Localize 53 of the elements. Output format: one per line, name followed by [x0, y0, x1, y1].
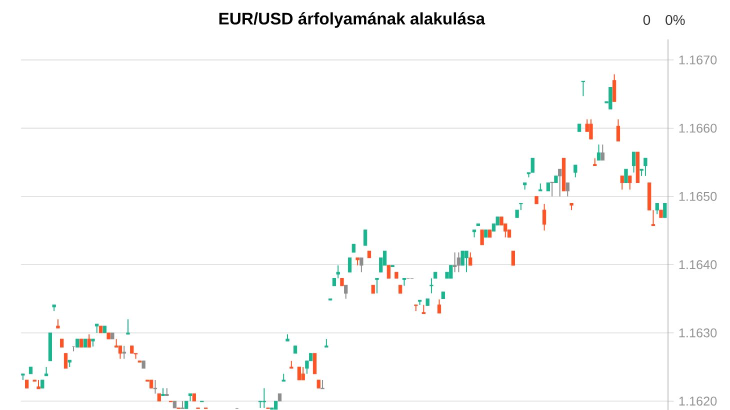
candlestick: [437, 298, 442, 314]
y-tick-label: 1.1650: [679, 192, 717, 201]
candlestick: [612, 74, 616, 102]
y-tick-label: 1.1620: [679, 396, 717, 406]
candlestick: [655, 202, 659, 215]
chart-title: EUR/USD árfolyamának alakulása: [219, 12, 486, 28]
candlestick: [301, 366, 305, 380]
candlestick: [608, 86, 612, 110]
candlestick: [624, 168, 628, 184]
candlestick: [430, 278, 434, 294]
candlestick: [632, 152, 636, 174]
candlestick: [320, 379, 324, 390]
candlestick: [348, 257, 352, 273]
candlestick: [558, 168, 562, 197]
candlestick: [126, 318, 130, 335]
candlestick: [364, 229, 368, 246]
candlestick: [511, 250, 515, 266]
candlestick: [297, 366, 302, 380]
candlestick: [542, 203, 546, 232]
candlestick: [452, 252, 457, 273]
candlestick: [456, 252, 461, 273]
y-tick-label: 1.1660: [679, 124, 717, 133]
candlestick: [644, 158, 648, 176]
candlestick: [312, 352, 317, 374]
candlestick: [449, 264, 453, 279]
candlestick: [574, 164, 578, 178]
candlestick: [375, 278, 379, 294]
text: 0%: [666, 15, 685, 25]
candlestick: [344, 284, 348, 300]
candlestick: [118, 345, 122, 360]
candlestick: [72, 346, 76, 352]
y-tick-label: 1.1670: [679, 55, 717, 64]
candlestick: [87, 334, 91, 348]
y-tick-label: 1.1640: [679, 260, 717, 270]
candlestick: [663, 202, 667, 218]
candlestick: [589, 118, 593, 140]
candlestick: [616, 118, 620, 142]
candlestick: [386, 264, 390, 279]
candlestick: [550, 182, 554, 197]
candlestick: [464, 250, 468, 273]
candlestick: [600, 144, 604, 161]
candlestick: [122, 345, 126, 360]
candlestick: [480, 229, 484, 246]
candlestick: [64, 352, 68, 369]
candlestick: [628, 175, 632, 190]
candlestick: [468, 252, 472, 266]
candlestick: [360, 257, 364, 273]
candlestick: [566, 182, 570, 197]
candlestick: [620, 175, 624, 190]
candlestick: [596, 144, 601, 161]
candlestick: [530, 158, 534, 174]
y-tick-label: 1.1630: [679, 328, 717, 338]
text: 0: [643, 15, 650, 25]
